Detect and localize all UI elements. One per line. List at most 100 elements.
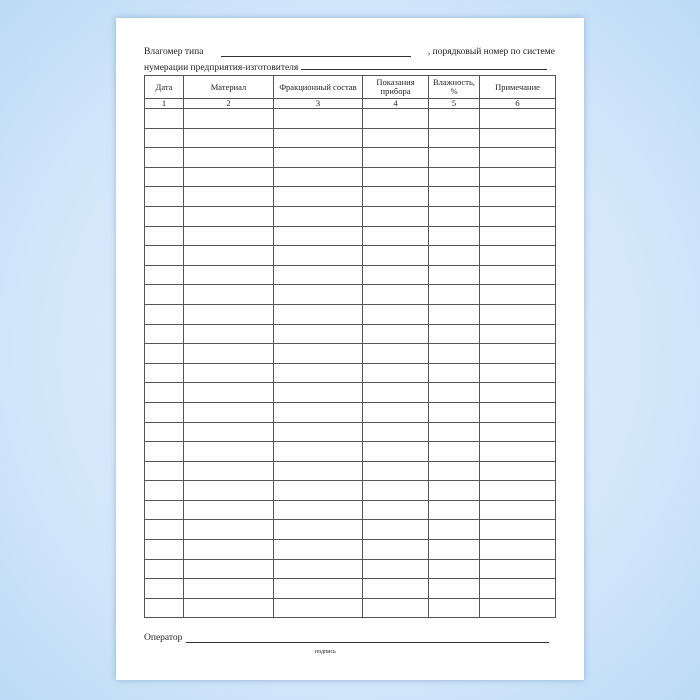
table-cell[interactable] (144, 264, 184, 286)
table-cell[interactable] (273, 186, 363, 207)
table-cell[interactable] (144, 441, 184, 462)
table-cell[interactable] (362, 303, 429, 325)
table-cell[interactable] (479, 284, 556, 305)
table-cell[interactable] (479, 558, 556, 580)
table-cell[interactable] (144, 205, 184, 227)
table-cell[interactable] (428, 597, 480, 619)
table-cell[interactable] (479, 480, 556, 501)
table-cell[interactable] (479, 382, 556, 403)
table-cell[interactable] (273, 578, 363, 599)
table-cell[interactable] (428, 362, 480, 384)
table-cell[interactable] (479, 303, 556, 325)
table-cell[interactable] (479, 323, 556, 345)
table-cell[interactable] (273, 421, 363, 443)
table-cell[interactable] (428, 127, 480, 149)
table-cell[interactable] (183, 127, 274, 149)
table-cell[interactable] (144, 323, 184, 345)
table-cell[interactable] (183, 401, 274, 423)
table-cell[interactable] (428, 225, 480, 247)
table-cell[interactable] (144, 539, 184, 560)
table-cell[interactable] (273, 303, 363, 325)
table-cell[interactable] (362, 343, 429, 364)
table-cell[interactable] (362, 382, 429, 403)
table-cell[interactable] (273, 441, 363, 462)
table-cell[interactable] (479, 597, 556, 619)
table-cell[interactable] (479, 519, 556, 541)
table-cell[interactable] (362, 225, 429, 247)
table-cell[interactable] (183, 186, 274, 207)
table-cell[interactable] (479, 205, 556, 227)
table-cell[interactable] (428, 166, 480, 188)
table-cell[interactable] (479, 421, 556, 443)
table-cell[interactable] (479, 225, 556, 247)
table-cell[interactable] (183, 499, 274, 521)
table-cell[interactable] (428, 519, 480, 541)
table-cell[interactable] (144, 245, 184, 266)
table-cell[interactable] (183, 264, 274, 286)
table-cell[interactable] (362, 108, 429, 129)
table-cell[interactable] (144, 401, 184, 423)
table-cell[interactable] (144, 558, 184, 580)
table-cell[interactable] (362, 597, 429, 619)
table-cell[interactable] (362, 166, 429, 188)
table-cell[interactable] (183, 558, 274, 580)
table-cell[interactable] (428, 205, 480, 227)
table-cell[interactable] (183, 303, 274, 325)
table-cell[interactable] (183, 225, 274, 247)
table-cell[interactable] (428, 558, 480, 580)
table-cell[interactable] (428, 303, 480, 325)
table-cell[interactable] (273, 460, 363, 482)
table-cell[interactable] (479, 401, 556, 423)
table-cell[interactable] (273, 225, 363, 247)
table-cell[interactable] (479, 264, 556, 286)
table-cell[interactable] (273, 127, 363, 149)
table-cell[interactable] (273, 323, 363, 345)
table-cell[interactable] (362, 245, 429, 266)
table-cell[interactable] (362, 186, 429, 207)
table-cell[interactable] (362, 205, 429, 227)
table-cell[interactable] (362, 284, 429, 305)
table-cell[interactable] (273, 401, 363, 423)
table-cell[interactable] (362, 441, 429, 462)
table-cell[interactable] (183, 166, 274, 188)
table-cell[interactable] (362, 264, 429, 286)
table-cell[interactable] (273, 382, 363, 403)
table-cell[interactable] (428, 147, 480, 168)
table-cell[interactable] (428, 245, 480, 266)
table-cell[interactable] (144, 499, 184, 521)
table-cell[interactable] (428, 284, 480, 305)
table-cell[interactable] (479, 186, 556, 207)
table-cell[interactable] (428, 186, 480, 207)
table-cell[interactable] (183, 597, 274, 619)
table-cell[interactable] (144, 186, 184, 207)
table-cell[interactable] (479, 499, 556, 521)
table-cell[interactable] (273, 343, 363, 364)
table-cell[interactable] (428, 460, 480, 482)
table-cell[interactable] (428, 264, 480, 286)
table-cell[interactable] (479, 108, 556, 129)
table-cell[interactable] (428, 421, 480, 443)
table-cell[interactable] (479, 127, 556, 149)
table-cell[interactable] (479, 166, 556, 188)
table-cell[interactable] (183, 382, 274, 403)
table-cell[interactable] (273, 205, 363, 227)
table-cell[interactable] (428, 480, 480, 501)
table-cell[interactable] (144, 460, 184, 482)
table-cell[interactable] (428, 578, 480, 599)
table-cell[interactable] (362, 362, 429, 384)
table-cell[interactable] (273, 480, 363, 501)
table-cell[interactable] (144, 421, 184, 443)
table-cell[interactable] (362, 539, 429, 560)
table-cell[interactable] (479, 460, 556, 482)
table-cell[interactable] (144, 362, 184, 384)
table-cell[interactable] (428, 499, 480, 521)
table-cell[interactable] (273, 362, 363, 384)
table-cell[interactable] (362, 401, 429, 423)
table-cell[interactable] (362, 519, 429, 541)
table-cell[interactable] (144, 127, 184, 149)
table-cell[interactable] (183, 323, 274, 345)
table-cell[interactable] (144, 578, 184, 599)
table-cell[interactable] (362, 499, 429, 521)
table-cell[interactable] (428, 323, 480, 345)
table-cell[interactable] (362, 558, 429, 580)
